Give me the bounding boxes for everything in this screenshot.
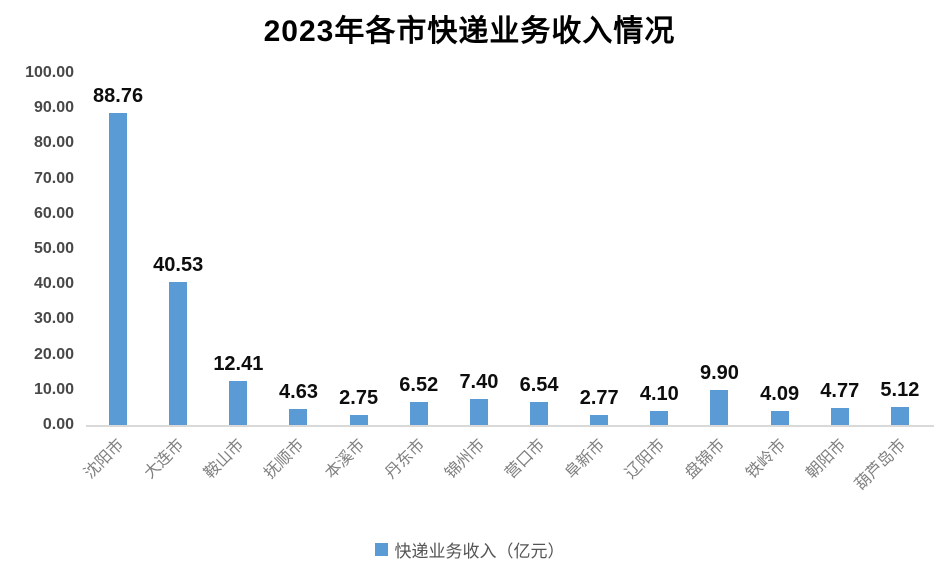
- bar-slot: 4.09: [750, 73, 810, 425]
- bar-slot: 88.76: [88, 73, 148, 425]
- legend-label: 快递业务收入（亿元）: [394, 542, 565, 561]
- bar-value-label: 5.12: [880, 378, 920, 401]
- y-tick-label: 20.00: [33, 345, 74, 363]
- bar-value-label: 4.63: [279, 380, 318, 403]
- bar-slot: 40.53: [148, 73, 208, 425]
- bar-value-label: 4.09: [760, 382, 800, 405]
- bar-value-label: 9.90: [700, 362, 739, 385]
- bar: [349, 415, 368, 425]
- bar-value-label: 4.77: [820, 380, 860, 403]
- bar-value-label: 12.41: [213, 353, 264, 376]
- bar: [590, 415, 609, 425]
- bar-slot: 4.77: [810, 73, 870, 425]
- bar-value-label: 88.76: [93, 84, 144, 107]
- y-tick-label: 0.00: [42, 416, 74, 433]
- bar-value-label: 2.75: [339, 387, 379, 410]
- x-axis-label: 营口市: [502, 436, 549, 483]
- bar-value-label: 6.54: [519, 373, 559, 396]
- y-tick-label: 60.00: [33, 204, 74, 222]
- bar: [409, 402, 428, 425]
- bar: [770, 410, 789, 425]
- x-axis-label: 朝阳市: [803, 436, 850, 483]
- bar-slot: 6.54: [509, 73, 569, 425]
- x-axis-label: 鞍山市: [201, 436, 248, 483]
- x-axis-label: 铁岭市: [742, 436, 789, 483]
- plot-area: 88.76 40.53 12.41 4.63 2.75 6.52 7.40 6.54 2.77 4…: [88, 73, 930, 425]
- y-tick-label: 30.00: [33, 310, 74, 328]
- x-axis-label: 辽阳市: [622, 436, 669, 483]
- bar: [169, 282, 188, 425]
- x-axis-label: 阜新市: [562, 436, 609, 483]
- x-axis-baseline: [86, 425, 934, 427]
- x-axis-label: 本溪市: [321, 436, 368, 483]
- bar: [530, 401, 549, 425]
- y-tick-label: 70.00: [33, 169, 74, 187]
- bar-slot: 4.63: [268, 73, 328, 425]
- bar-slot: 2.75: [329, 73, 389, 425]
- bar: [830, 408, 849, 425]
- bar: [289, 408, 308, 425]
- legend: 快递业务收入（亿元）: [0, 537, 939, 562]
- bar-slot: 9.90: [689, 73, 749, 425]
- y-tick-label: 40.00: [33, 275, 74, 293]
- y-tick-label: 90.00: [33, 99, 74, 117]
- bar: [890, 406, 909, 425]
- x-axis-label: 葫芦岛市: [851, 436, 910, 494]
- bar-value-label: 2.77: [579, 387, 619, 410]
- x-axis-label: 沈阳市: [81, 436, 128, 483]
- bar-value-label: 4.10: [639, 382, 679, 405]
- bar-slot: 4.10: [629, 73, 689, 425]
- legend-swatch: [374, 543, 388, 556]
- y-tick-label: 100.00: [25, 64, 74, 81]
- bar-value-label: 7.40: [459, 370, 499, 393]
- chart-title: 2023年各市快递业务收入情况: [263, 15, 676, 48]
- bar-value-label: 40.53: [153, 254, 204, 277]
- bar: [469, 398, 488, 425]
- bar-slot: 12.41: [208, 73, 268, 425]
- bar-slot: 5.12: [870, 73, 930, 425]
- bar-slot: 2.77: [569, 73, 629, 425]
- x-axis-label: 大连市: [141, 436, 188, 483]
- x-axis-label: 盘锦市: [682, 436, 729, 483]
- bar: [650, 410, 669, 425]
- x-axis-labels: 沈阳市 大连市 鞍山市 抚顺市 本溪市 丹东市 锦州市 营口市 阜新市 辽阳市 盘锦市 铁岭市 朝阳市葫…: [81, 429, 930, 509]
- x-axis-label: 抚顺市: [261, 436, 308, 483]
- y-tick-label: 80.00: [33, 134, 74, 152]
- bar: [109, 112, 128, 425]
- y-tick-label: 50.00: [33, 240, 74, 257]
- y-tick-label: 10.00: [33, 380, 74, 398]
- bar-value-label: 6.52: [399, 374, 439, 397]
- x-axis-label: 锦州市: [442, 436, 489, 483]
- bar-slot: 7.40: [449, 73, 509, 425]
- y-axis: 0.00 10.00 20.00 30.00 40.00 50.00 60.00 70.00 8…: [0, 65, 74, 433]
- bar: [710, 390, 729, 425]
- bar: [229, 381, 248, 425]
- x-axis-label: 丹东市: [382, 436, 429, 483]
- bar-slot: 6.52: [389, 73, 449, 425]
